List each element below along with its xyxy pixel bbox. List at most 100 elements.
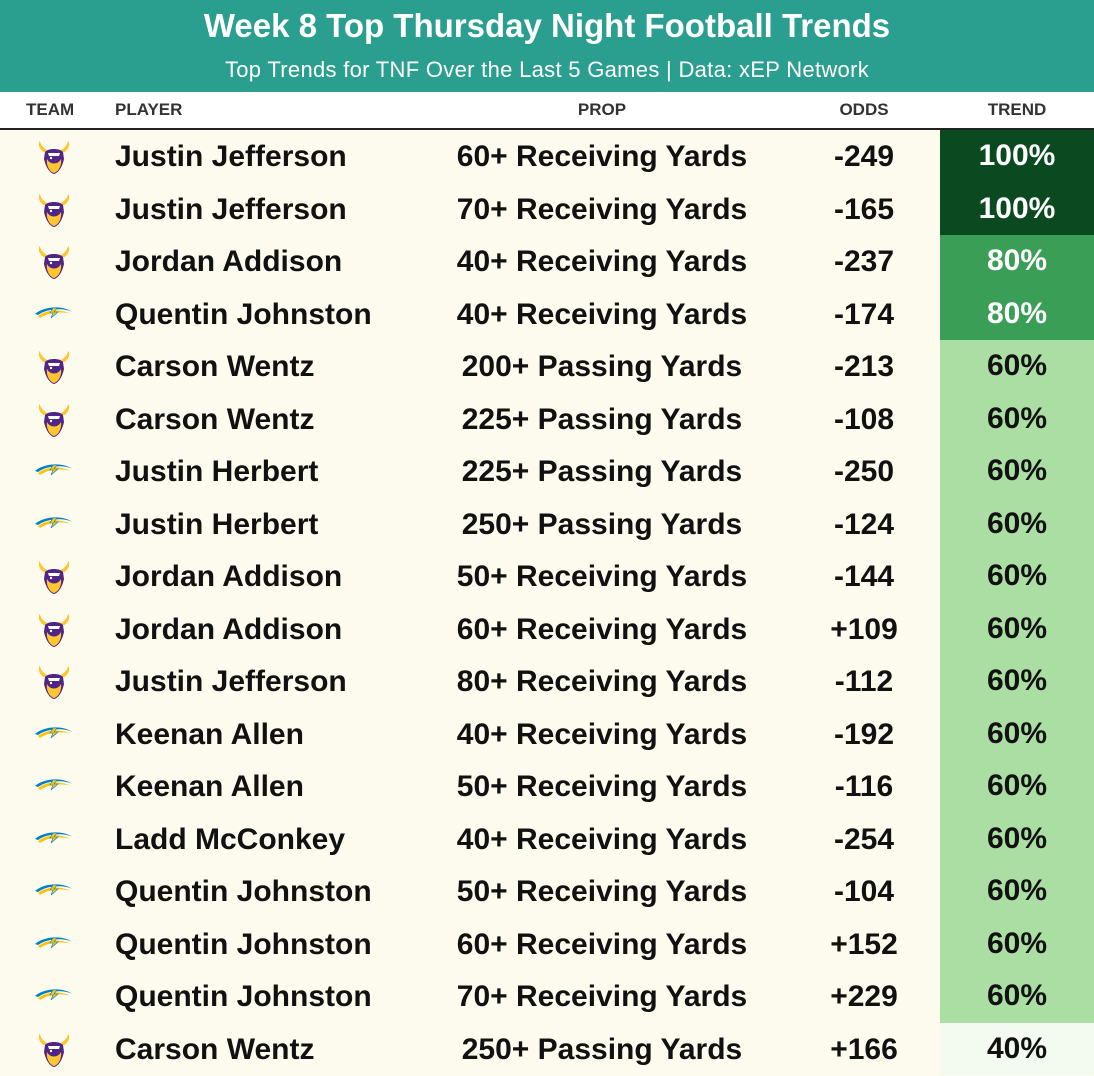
title-banner: Week 8 Top Thursday Night Football Trend…	[0, 0, 1094, 92]
trend-cell: 60%	[940, 812, 1094, 865]
prop-label: 250+ Passing Yards	[461, 507, 743, 541]
player-name: Quentin Johnston	[115, 980, 372, 1013]
player-name: Quentin Johnston	[115, 875, 372, 908]
odds-value: -124	[833, 507, 895, 541]
prop-label: 200+ Passing Yards	[461, 350, 743, 383]
trend-cell: 60%	[940, 340, 1094, 393]
odds-value: +109	[830, 612, 898, 646]
chargers-logo-icon	[34, 822, 74, 858]
column-header-odds: ODDS	[839, 100, 889, 119]
trend-cell: 40%	[940, 1022, 1094, 1075]
odds-value: -165	[833, 192, 895, 226]
trend-cell: 100%	[940, 182, 1094, 235]
table-row: Jordan Addison 60+ Receiving Yards +109 60%	[0, 602, 1094, 655]
vikings-logo-icon	[34, 139, 74, 175]
player-name: Justin Herbert	[115, 507, 319, 541]
player-name: Keenan Allen	[115, 770, 304, 803]
odds-value: -254	[833, 822, 895, 856]
odds-value: -108	[833, 402, 895, 436]
trend-cell: 80%	[940, 287, 1094, 340]
prop-label: 40+ Receiving Yards	[456, 822, 748, 856]
prop-label: 40+ Receiving Yards	[456, 717, 748, 751]
table-row: Jordan Addison 40+ Receiving Yards -237 80%	[0, 235, 1094, 288]
prop-label: 60+ Receiving Yards	[456, 140, 748, 173]
vikings-logo-icon	[34, 401, 74, 438]
player-name: Justin Herbert	[115, 455, 319, 488]
player-name: Justin Jefferson	[115, 192, 347, 226]
odds-value: +152	[830, 927, 898, 961]
chargers-logo-icon	[34, 717, 74, 753]
table-row: Quentin Johnston 40+ Receiving Yards -174 8…	[0, 287, 1094, 340]
column-header-player: PLAYER	[115, 100, 183, 119]
trend-cell: 60%	[940, 392, 1094, 445]
table-row: Quentin Johnston 60+ Receiving Yards +152 6…	[0, 917, 1094, 970]
column-header-team: TEAM	[26, 100, 75, 119]
prop-label: 50+ Receiving Yards	[456, 770, 748, 803]
player-name: Jordan Addison	[115, 612, 343, 646]
table-row: Ladd McConkey 40+ Receiving Yards -254 60%	[0, 812, 1094, 865]
vikings-logo-icon	[34, 664, 74, 700]
player-name: Quentin Johnston	[115, 297, 372, 331]
table-row: Justin Jefferson 70+ Receiving Yards -165 1…	[0, 182, 1094, 235]
player-name: Quentin Johnston	[115, 927, 372, 961]
trend-cell: 60%	[940, 550, 1094, 603]
table-row: Carson Wentz 250+ Passing Yards +166 40%	[0, 1022, 1094, 1075]
trend-cell: 60%	[940, 655, 1094, 708]
trend-cell: 60%	[940, 760, 1094, 813]
odds-value: -213	[833, 350, 895, 383]
trend-cell: 80%	[940, 235, 1094, 288]
trend-cell: 60%	[940, 707, 1094, 760]
player-name: Justin Jefferson	[115, 665, 347, 698]
trends-table-body: Justin Jefferson 60+ Receiving Yards -249 1…	[0, 130, 1094, 1075]
table-row: Jordan Addison 50+ Receiving Yards -144 60%	[0, 550, 1094, 603]
prop-label: 50+ Receiving Yards	[456, 875, 748, 908]
chargers-logo-icon	[34, 874, 74, 910]
table-row: Justin Herbert 225+ Passing Yards -250 60%	[0, 445, 1094, 498]
prop-label: 70+ Receiving Yards	[456, 980, 748, 1013]
prop-label: 250+ Passing Yards	[461, 1032, 743, 1066]
chargers-logo-icon	[34, 507, 74, 543]
trend-cell: 60%	[940, 602, 1094, 655]
player-name: Ladd McConkey	[115, 822, 346, 856]
player-name: Keenan Allen	[115, 717, 304, 751]
player-name: Justin Jefferson	[115, 140, 347, 173]
trend-cell: 100%	[940, 130, 1094, 183]
odds-value: -112	[834, 665, 894, 698]
vikings-logo-icon	[34, 611, 74, 648]
chargers-logo-icon	[34, 297, 74, 333]
odds-value: +166	[830, 1032, 898, 1066]
table-row: Justin Jefferson 60+ Receiving Yards -249 1…	[0, 130, 1094, 183]
table-row: Quentin Johnston 70+ Receiving Yards +229 6…	[0, 970, 1094, 1023]
table-row: Keenan Allen 50+ Receiving Yards -116 60%	[0, 760, 1094, 813]
odds-value: -116	[834, 770, 894, 803]
vikings-logo-icon	[34, 349, 74, 385]
column-header-row: TEAM PLAYER PROP ODDS TREND	[0, 92, 1094, 130]
chargers-logo-icon	[34, 979, 74, 1015]
table-row: Justin Herbert 250+ Passing Yards -124 60%	[0, 497, 1094, 550]
odds-value: -174	[833, 297, 895, 331]
prop-label: 60+ Receiving Yards	[456, 927, 748, 961]
column-header-prop: PROP	[577, 100, 627, 119]
table-row: Keenan Allen 40+ Receiving Yards -192 60%	[0, 707, 1094, 760]
prop-label: 40+ Receiving Yards	[456, 245, 748, 278]
table-row: Carson Wentz 225+ Passing Yards -108 60%	[0, 392, 1094, 445]
odds-value: -192	[833, 717, 895, 751]
prop-label: 225+ Passing Yards	[461, 455, 743, 488]
table-row: Carson Wentz 200+ Passing Yards -213 60%	[0, 340, 1094, 393]
trend-cell: 60%	[940, 445, 1094, 498]
odds-value: +229	[830, 980, 898, 1013]
prop-label: 60+ Receiving Yards	[456, 612, 748, 646]
chargers-logo-icon	[34, 454, 74, 490]
player-name: Carson Wentz	[115, 402, 315, 436]
trend-cell: 60%	[940, 917, 1094, 970]
player-name: Carson Wentz	[115, 1032, 315, 1066]
vikings-logo-icon	[34, 244, 74, 280]
chargers-logo-icon	[34, 769, 74, 805]
odds-value: -249	[833, 140, 895, 173]
vikings-logo-icon	[34, 559, 74, 595]
prop-label: 225+ Passing Yards	[461, 402, 743, 436]
odds-value: -237	[833, 245, 895, 278]
page-subtitle: Top Trends for TNF Over the Last 5 Games…	[224, 57, 870, 82]
player-name: Jordan Addison	[115, 245, 343, 278]
column-header-trend: TREND	[987, 100, 1047, 119]
